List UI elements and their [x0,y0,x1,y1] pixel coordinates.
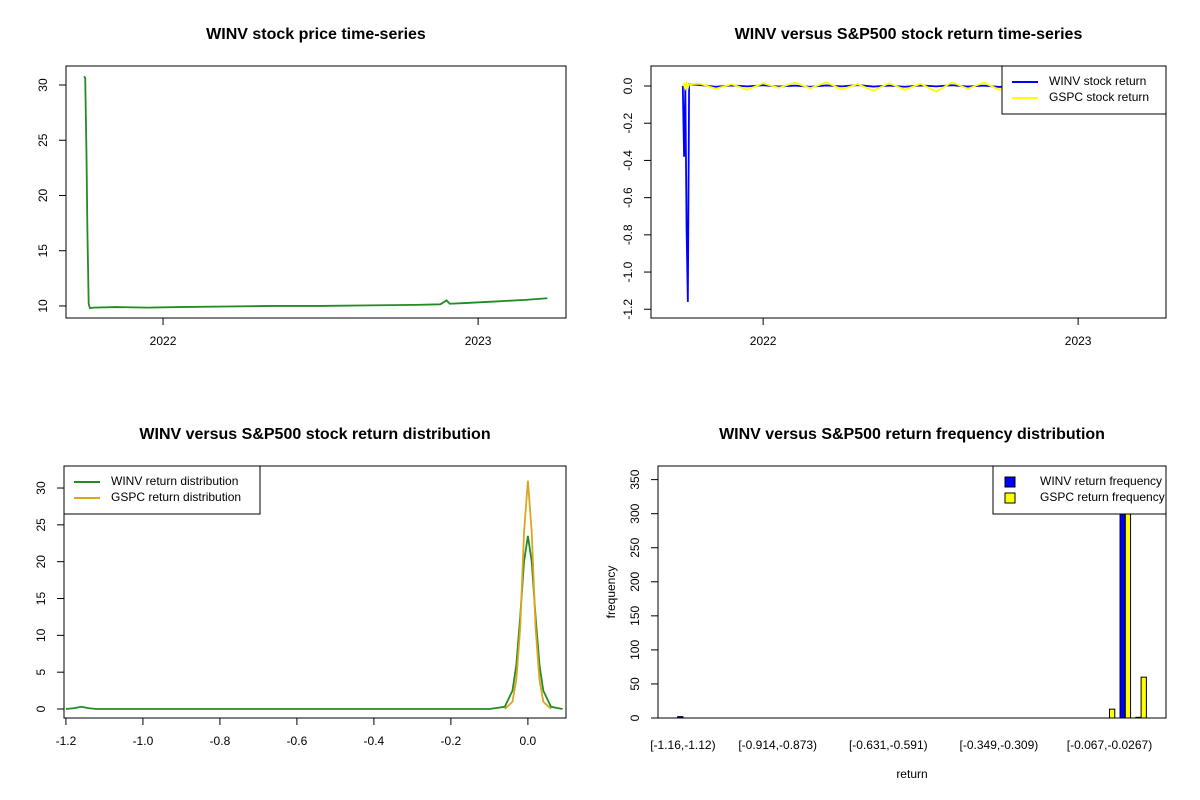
y-tick-label: 0 [628,714,642,721]
x-tick-label: -0.4 [364,734,385,748]
y-tick-label: -0.8 [621,224,635,245]
plot-frame [63,465,567,719]
y-tick-label: -1.2 [621,299,635,320]
y-tick-label: -0.4 [621,150,635,171]
y-tick-label: 10 [34,628,48,642]
series-line [504,480,552,710]
y-tick-label: 5 [34,669,48,676]
x-tick-label: 2022 [750,334,777,348]
x-tick-label: 2023 [1065,334,1092,348]
legend-label: GSPC return frequency [1040,490,1165,504]
legend-label: GSPC return distribution [111,490,241,504]
x-tick-label: [-1.16,-1.12) [650,738,715,752]
y-tick-label: 0 [34,705,48,712]
bar [1124,511,1132,719]
x-tick-label: -1.0 [133,734,154,748]
legend-box [992,465,1167,515]
legend-label: WINV return distribution [111,474,238,488]
y-tick-label: 25 [36,133,50,147]
y-tick-label: 25 [34,518,48,532]
chart-title: WINV versus S&P500 stock return distribu… [139,426,490,443]
y-tick-label: 20 [34,555,48,569]
x-tick-label: -0.8 [210,734,231,748]
x-tick-label: [-0.349,-0.309) [960,738,1039,752]
y-tick-label: 350 [628,469,642,489]
y-tick-label: 50 [628,677,642,691]
x-axis-label: return [896,767,927,781]
legend-box [1001,65,1167,115]
x-tick-label: 0.0 [520,734,537,748]
plot-frame [657,465,1167,719]
y-tick-label: 300 [628,503,642,523]
y-tick-label: 200 [628,571,642,591]
y-axis-label: frequency [604,566,618,619]
legend-swatch [1004,476,1016,488]
y-tick-label: 30 [34,481,48,495]
y-tick-label: -1.0 [621,261,635,282]
y-tick-label: 20 [36,188,50,202]
series-line [681,83,1142,302]
x-tick-label: [-0.067,-0.0267) [1067,738,1152,752]
y-tick-label: 15 [34,592,48,606]
y-tick-label: 150 [628,606,642,626]
x-tick-label: 2022 [150,334,177,348]
series-line [83,75,548,310]
x-tick-label: 2023 [465,334,492,348]
chart-title: WINV versus S&P500 return frequency dist… [719,426,1105,443]
bar [1109,708,1116,719]
y-tick-label: 15 [36,244,50,258]
x-tick-label: -0.2 [441,734,462,748]
legend-box [63,465,261,515]
y-tick-label: -0.2 [621,113,635,134]
y-tick-label: -0.6 [621,187,635,208]
x-tick-label: -0.6 [287,734,308,748]
x-tick-label: [-0.914,-0.873) [738,738,817,752]
y-tick-label: 0.0 [621,77,635,94]
series-line [65,535,563,710]
chart-title: WINV stock price time-series [206,26,426,43]
plot-frame [65,65,567,319]
legend-label: WINV return frequency [1040,474,1162,488]
plot-frame [650,65,1167,319]
bar [1119,492,1126,719]
y-tick-label: 10 [36,299,50,313]
chart-title: WINV versus S&P500 stock return time-ser… [735,26,1083,43]
y-tick-label: 30 [36,78,50,92]
x-tick-label: [-0.631,-0.591) [849,738,928,752]
legend-swatch [1004,492,1016,504]
y-tick-label: 100 [628,640,642,660]
y-tick-label: 250 [628,537,642,557]
bar [1140,676,1147,719]
x-tick-label: -1.2 [56,734,77,748]
legend-label: WINV stock return [1049,74,1146,88]
legend-label: GSPC stock return [1049,90,1149,104]
